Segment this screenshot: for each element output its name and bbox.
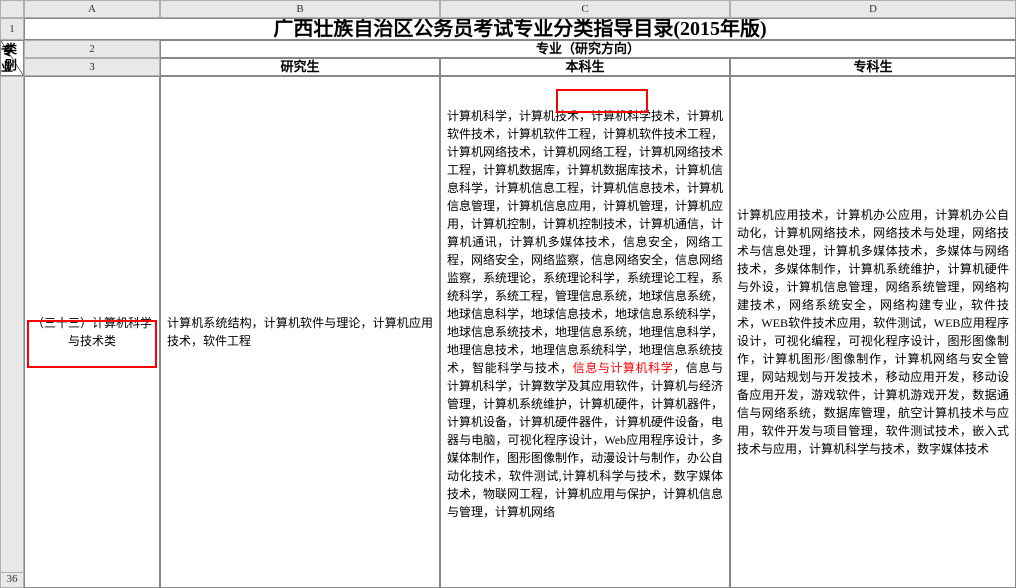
col-header-d[interactable]: D — [730, 0, 1016, 18]
cell-c-undergrad[interactable]: 计算机科学，计算机技术，计算机科学技术，计算机软件技术，计算机软件工程，计算机软… — [440, 76, 730, 588]
cell-c-text: 计算机科学，计算机技术，计算机科学技术，计算机软件技术，计算机软件工程，计算机软… — [447, 107, 723, 521]
title-cell[interactable]: 广西壮族自治区公务员考试专业分类指导目录(2015年版) — [24, 18, 1016, 40]
col-header-a[interactable]: A — [24, 0, 160, 18]
row3-b[interactable]: 研究生 — [160, 58, 440, 76]
cell-d-college[interactable]: 计算机应用技术，计算机办公应用，计算机办公自动化，计算机网络技术，网络技术与处理… — [730, 76, 1016, 588]
cell-b-graduate[interactable]: 计算机系统结构，计算机软件与理论，计算机应用技术，软件工程 — [160, 76, 440, 588]
corner-cell[interactable] — [0, 0, 24, 18]
row-header-2[interactable]: 2 — [24, 40, 160, 58]
col-header-b[interactable]: B — [160, 0, 440, 18]
row-header-data[interactable] — [0, 76, 24, 588]
col-header-c[interactable]: C — [440, 0, 730, 18]
row-header-36[interactable]: 36 — [0, 572, 24, 588]
row3-d[interactable]: 专科生 — [730, 58, 1016, 76]
row-header-3[interactable]: 3 — [24, 58, 160, 76]
row3-c[interactable]: 本科生 — [440, 58, 730, 76]
diag-header-cell[interactable]: 专业类别 学科类别 — [0, 40, 24, 76]
diag-bottom-label: 学科类别 — [5, 40, 23, 73]
highlighted-major: 信息与计算机科学 — [573, 361, 674, 375]
row2-merged-header[interactable]: 专业（研究方向） — [160, 40, 1016, 58]
spreadsheet-grid: A B C D 1 广西壮族自治区公务员考试专业分类指导目录(2015年版) 2… — [0, 0, 1016, 588]
cell-a-category[interactable]: （三十三）计算机科学与技术类 — [24, 76, 160, 588]
row-header-1[interactable]: 1 — [0, 18, 24, 40]
